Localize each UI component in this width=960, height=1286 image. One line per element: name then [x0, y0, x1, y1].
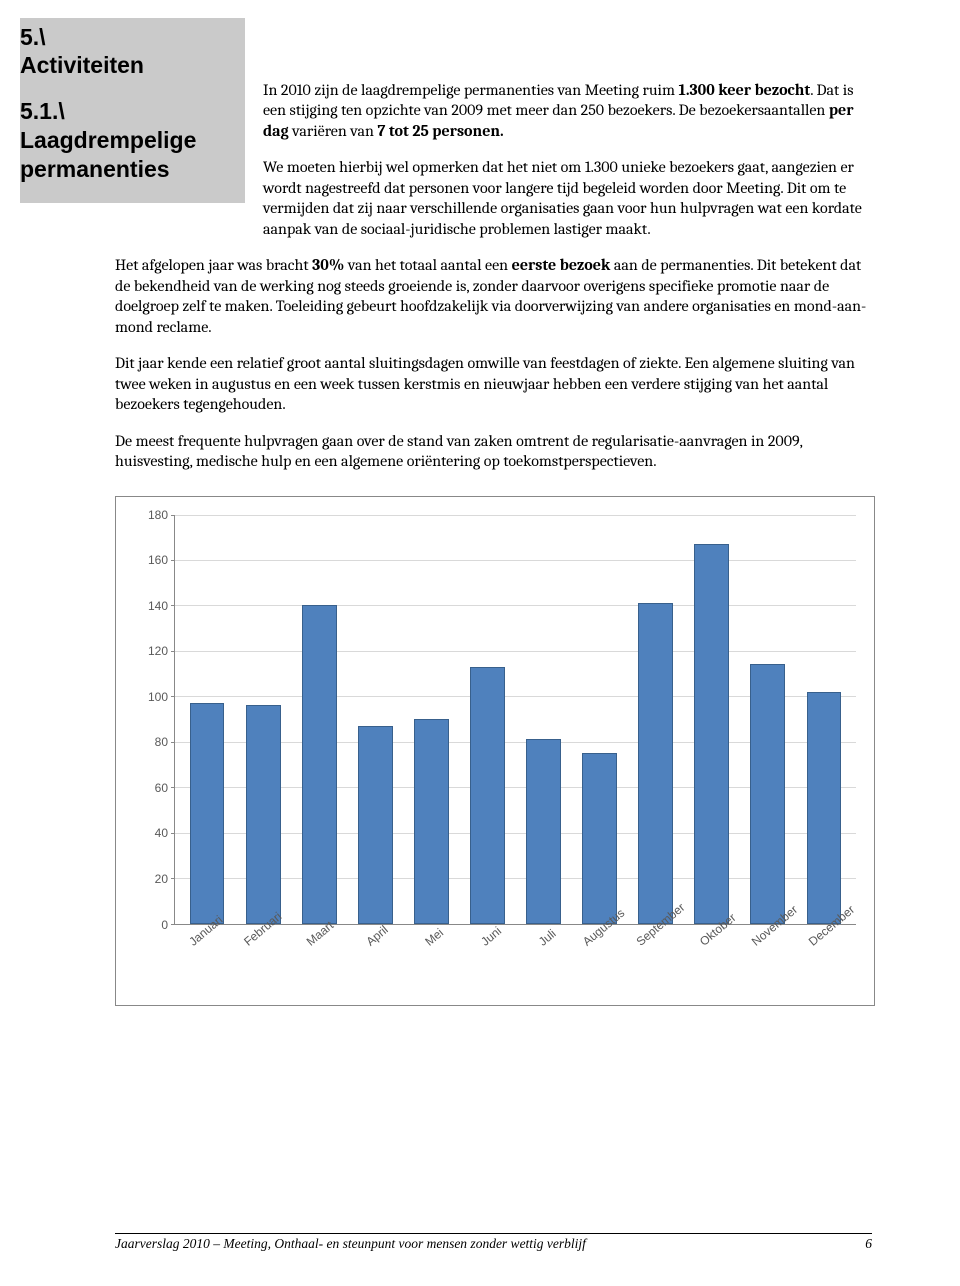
- x-axis-label: Mei: [422, 925, 446, 948]
- section-heading: 5.\ Activiteiten: [20, 24, 235, 79]
- bar: [358, 726, 393, 924]
- bar: [807, 692, 842, 924]
- bar: [470, 667, 505, 924]
- x-axis-label: Juni: [478, 923, 504, 948]
- bar: [190, 703, 225, 923]
- y-axis-label: 100: [136, 690, 168, 704]
- x-axis-label: April: [363, 922, 390, 948]
- y-axis-label: 60: [136, 781, 168, 795]
- y-axis-label: 180: [136, 508, 168, 522]
- paragraph-1: In 2010 zijn de laagdrempelige permanent…: [263, 80, 872, 141]
- y-axis-label: 160: [136, 553, 168, 567]
- intro-text: In 2010 zijn de laagdrempelige permanent…: [245, 18, 872, 255]
- bar: [638, 603, 673, 923]
- subsection-title-line2: permanenties: [20, 156, 170, 182]
- paragraph-2: We moeten hierbij wel opmerken dat het n…: [263, 157, 872, 239]
- subsection-title-line1: Laagdrempelige: [20, 127, 196, 153]
- bar: [414, 719, 449, 924]
- bar: [526, 739, 561, 923]
- bar: [750, 664, 785, 923]
- bar: [246, 705, 281, 923]
- y-axis-label: 0: [136, 918, 168, 932]
- paragraph-4: Dit jaar kende een relatief groot aantal…: [115, 353, 872, 414]
- sidebar-block: 5.\ Activiteiten 5.1.\ Laagdrempelige pe…: [20, 18, 245, 203]
- x-axis-label: Juli: [536, 926, 559, 948]
- y-axis-label: 20: [136, 872, 168, 886]
- page-number: 6: [865, 1236, 872, 1252]
- bar: [582, 753, 617, 923]
- subsection-heading: 5.1.\ Laagdrempelige permanenties: [20, 97, 235, 183]
- body-text: Het afgelopen jaar was bracht 30% van he…: [115, 255, 872, 471]
- subsection-number: 5.1.\: [20, 98, 65, 124]
- y-axis-label: 40: [136, 826, 168, 840]
- bar: [302, 605, 337, 923]
- y-axis-label: 80: [136, 735, 168, 749]
- y-axis-label: 120: [136, 644, 168, 658]
- monthly-visitors-chart: JanuariFebruariMaartAprilMeiJuniJuliAugu…: [115, 496, 875, 1006]
- paragraph-5: De meest frequente hulpvragen gaan over …: [115, 431, 872, 472]
- section-number: 5.\: [20, 24, 46, 50]
- footer-text: Jaarverslag 2010 – Meeting, Onthaal- en …: [115, 1236, 586, 1252]
- bar: [694, 544, 729, 923]
- y-axis-label: 140: [136, 599, 168, 613]
- section-title: Activiteiten: [20, 52, 144, 78]
- paragraph-3: Het afgelopen jaar was bracht 30% van he…: [115, 255, 872, 337]
- page-footer: Jaarverslag 2010 – Meeting, Onthaal- en …: [115, 1233, 872, 1252]
